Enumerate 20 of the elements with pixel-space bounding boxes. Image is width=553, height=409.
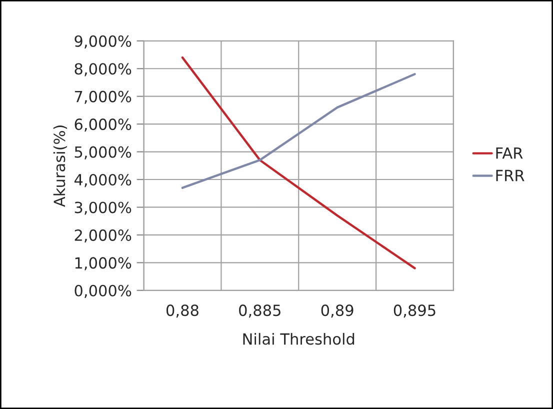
y-tick-label: 5,000% [74, 146, 132, 160]
x-tick-label: 0,89 [321, 304, 354, 318]
line-series [181, 56, 416, 270]
y-tick-label: 9,000% [74, 35, 132, 48]
y-tick-label: 6,000% [74, 118, 132, 132]
x-tick-label: 0,88 [166, 304, 198, 318]
y-tick-label: 0,000% [74, 284, 132, 298]
y-tick-label: 8,000% [74, 63, 132, 76]
y-tick-label: 1,000% [75, 257, 132, 270]
y-axis-title: Akurasi(%) [53, 126, 68, 207]
legend-label: FRR [496, 170, 524, 182]
y-tick-label: 2,000% [74, 229, 132, 243]
x-axis-title: Nilai Threshold [243, 332, 354, 345]
legend-label: FAR [496, 148, 523, 159]
x-tick-label: 0,895 [394, 304, 436, 318]
y-tick-label: 7,000% [74, 90, 132, 104]
line-series [181, 73, 416, 189]
y-tick-label: 3,000% [74, 202, 132, 215]
y-tick-label: 4,000% [74, 174, 132, 188]
x-tick-label: 0,885 [239, 304, 280, 318]
